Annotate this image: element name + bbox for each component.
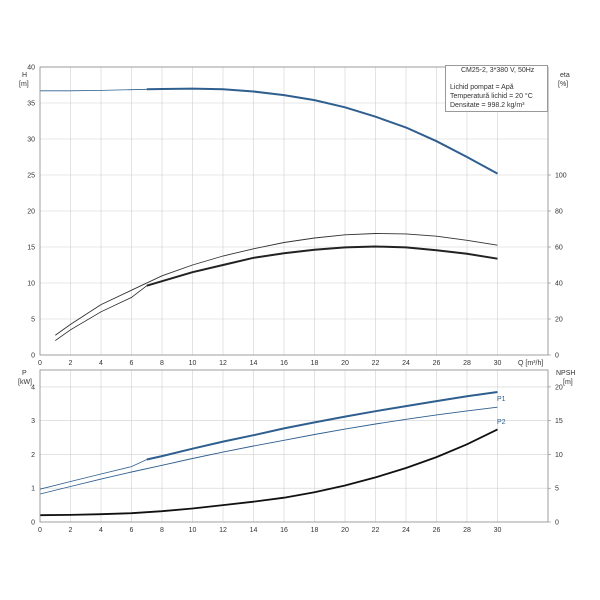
- series-top: [40, 87, 498, 341]
- plot-border-top: [39, 66, 549, 356]
- series-line-bold: [39, 428, 498, 517]
- x-tick-label: 24: [402, 360, 410, 367]
- x-tick-label: 30: [494, 360, 502, 367]
- grid-bottom: [40, 370, 548, 522]
- series-line-bold: [146, 245, 498, 287]
- x-tick-label: 10: [189, 527, 197, 534]
- x-tick-label: 24: [402, 527, 410, 534]
- x-tick-label: 8: [160, 527, 164, 534]
- series-line-bold: [146, 391, 498, 461]
- series-line-bold: [146, 87, 498, 175]
- y-tick-label-left: 10: [27, 281, 35, 288]
- y-tick-label-left: 5: [31, 317, 35, 324]
- x-tick-label: 8: [160, 360, 164, 367]
- series-bottom: [39, 391, 498, 517]
- y-tick-label-right: 20: [555, 384, 563, 391]
- grid-top: [40, 66, 548, 355]
- y-label-right-top-2: [%]: [558, 81, 568, 88]
- x-tick-label: 22: [372, 360, 380, 367]
- y-tick-label-left: 0: [31, 353, 35, 360]
- y-tick-label-left: 15: [27, 245, 35, 252]
- y-tick-label-right: 0: [555, 353, 559, 360]
- y-tick-label-left: 25: [27, 173, 35, 180]
- legend-pumped-liquid: Lichid pompat = Apă: [450, 84, 514, 91]
- y-tick-label-right: 5: [555, 486, 559, 493]
- x-tick-label: 30: [494, 527, 502, 534]
- x-tick-label: 14: [250, 527, 258, 534]
- y-tick-label-left: 20: [27, 209, 35, 216]
- x-tick-label: 26: [433, 527, 441, 534]
- y-label-right-top-1: eta: [560, 72, 570, 79]
- y-tick-label-right: 20: [555, 317, 563, 324]
- y-tick-label-left: 3: [31, 418, 35, 425]
- power-npsh-chart: 0 2 4 6 8 10 12 14 16 18 20 22 24 26 28 300123405101520…: [18, 369, 575, 534]
- x-tick-label: 16: [280, 360, 288, 367]
- x-tick-label: 4: [99, 360, 103, 367]
- x-tick-label: 28: [463, 527, 471, 534]
- y-label-left-bottom-1: P: [22, 370, 27, 377]
- x-tick-label: 4: [99, 527, 103, 534]
- x-tick-label: 28: [463, 360, 471, 367]
- x-axis-label: Q [m³/h]: [518, 360, 543, 367]
- x-tick-label: 18: [311, 360, 319, 367]
- x-tick-label: 6: [130, 527, 134, 534]
- y-tick-label-right: 40: [555, 281, 563, 288]
- legend-liquid-temperature: Temperatură lichid = 20 °C: [450, 93, 533, 100]
- y-tick-label-right: 10: [555, 452, 563, 459]
- y-label-left-bottom-2: [kW]: [18, 379, 32, 386]
- x-tick-label: 0: [38, 360, 42, 367]
- ticks-top: 0 2 4 6 8 10 12 14 16 18 20 22 24 26 28 300510152025303…: [27, 65, 567, 368]
- y-tick-label-left: 30: [27, 137, 35, 144]
- x-tick-label: 2: [69, 360, 73, 367]
- plot-border-bottom: [39, 369, 549, 523]
- y-label-right-bottom-1: NPSH: [556, 370, 575, 377]
- x-tick-label: 12: [219, 527, 227, 534]
- y-tick-label-left: 1: [31, 486, 35, 493]
- x-tick-label: 18: [311, 527, 319, 534]
- legend-title: CM25-2, 3*380 V, 50Hz: [461, 67, 535, 74]
- y-tick-label-right: 0: [555, 520, 559, 527]
- x-tick-label: 20: [341, 360, 349, 367]
- y-tick-label-left: 35: [27, 101, 35, 108]
- legend-density: Densitate = 998.2 kg/m³: [450, 102, 525, 109]
- legend-box: [445, 65, 548, 112]
- x-tick-label: 12: [219, 360, 227, 367]
- plot-area-bottom: [40, 370, 548, 522]
- y-tick-label-left: 40: [27, 65, 35, 72]
- y-label-right-bottom-2: [m]: [563, 379, 573, 386]
- x-tick-label: 20: [341, 527, 349, 534]
- x-tick-label: 22: [372, 527, 380, 534]
- x-tick-label: 16: [280, 527, 288, 534]
- y-label-left-top-1: H: [22, 72, 27, 79]
- x-tick-label: 2: [69, 527, 73, 534]
- series-label-p1: P1: [497, 396, 506, 403]
- y-tick-label-right: 100: [555, 173, 567, 180]
- y-tick-label-left: 2: [31, 452, 35, 459]
- head-efficiency-chart: 0 2 4 6 8 10 12 14 16 18 20 22 24 26 28 300510152025303…: [19, 65, 570, 368]
- y-tick-label-left: 0: [31, 520, 35, 527]
- x-tick-label: 14: [250, 360, 258, 367]
- series-line-thin: [55, 233, 498, 336]
- y-tick-label-right: 60: [555, 245, 563, 252]
- series-line-thin: [39, 406, 498, 495]
- y-tick-label-right: 80: [555, 209, 563, 216]
- series-label-p2: P2: [497, 419, 506, 426]
- y-tick-label-left: 4: [31, 384, 35, 391]
- y-label-left-top-2: [m]: [19, 81, 29, 88]
- x-tick-label: 6: [130, 360, 134, 367]
- y-tick-label-right: 15: [555, 418, 563, 425]
- x-tick-label: 10: [189, 360, 197, 367]
- x-tick-label: 26: [433, 360, 441, 367]
- x-tick-label: 0: [38, 527, 42, 534]
